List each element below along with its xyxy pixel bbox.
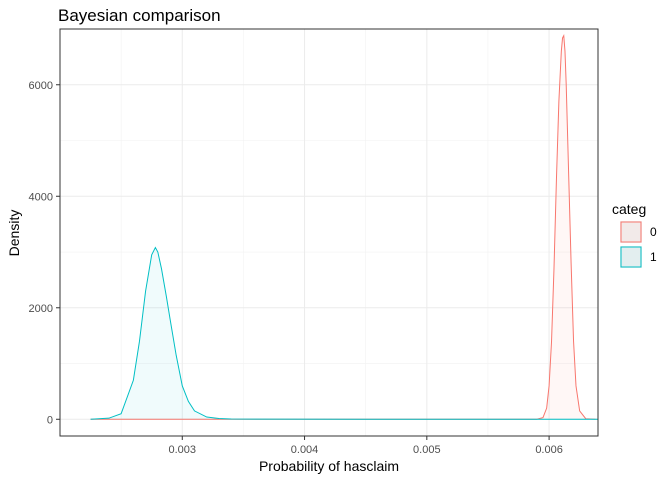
x-axis: 0.003 0.004 0.005 0.006 bbox=[169, 436, 563, 456]
legend-label-0: 0 bbox=[650, 225, 657, 239]
y-tick-label: 6000 bbox=[29, 80, 53, 92]
legend-key-bg bbox=[620, 246, 642, 268]
x-tick-label: 0.005 bbox=[413, 444, 441, 456]
density-area-1 bbox=[90, 247, 598, 420]
y-axis: 0 2000 4000 6000 bbox=[29, 80, 60, 426]
grid-lines bbox=[60, 29, 598, 436]
y-tick-label: 4000 bbox=[29, 191, 53, 203]
x-tick-label: 0.006 bbox=[535, 444, 563, 456]
x-tick-label: 0.004 bbox=[291, 444, 319, 456]
density-line-1 bbox=[90, 246, 598, 420]
plot-border bbox=[59, 28, 599, 437]
x-axis-title: Probability of hasclaim bbox=[259, 458, 399, 474]
chart-title: Bayesian comparison bbox=[58, 6, 221, 25]
plot-panel bbox=[60, 29, 598, 436]
density-line-0 bbox=[90, 33, 596, 420]
legend-title: categ bbox=[612, 201, 646, 217]
density-curves bbox=[90, 33, 598, 420]
legend-key-bg bbox=[620, 221, 642, 243]
legend: categ 0 1 bbox=[612, 201, 657, 268]
legend-label-1: 1 bbox=[650, 250, 657, 264]
y-tick-label: 2000 bbox=[29, 303, 53, 315]
y-axis-title: Density bbox=[6, 210, 22, 257]
legend-key-0 bbox=[620, 221, 642, 243]
legend-key-1 bbox=[620, 246, 642, 268]
y-tick-label: 0 bbox=[47, 414, 53, 426]
x-tick-label: 0.003 bbox=[169, 444, 197, 456]
